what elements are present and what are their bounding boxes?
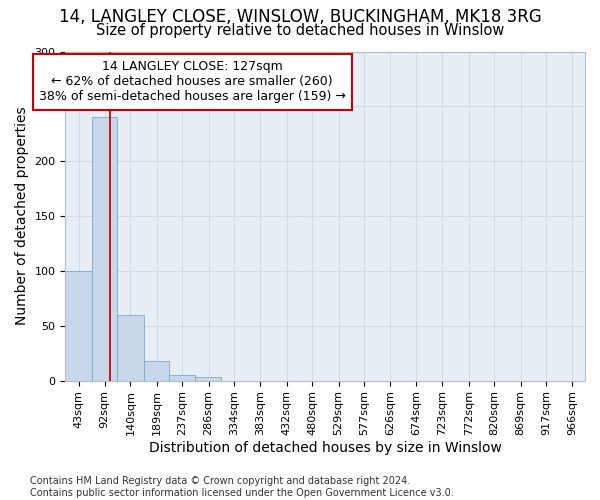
- Bar: [92, 118, 118, 380]
- Y-axis label: Number of detached properties: Number of detached properties: [15, 106, 29, 326]
- Bar: [196, 378, 221, 380]
- Bar: [118, 315, 143, 380]
- Bar: [143, 361, 169, 380]
- Text: 14 LANGLEY CLOSE: 127sqm
← 62% of detached houses are smaller (260)
38% of semi-: 14 LANGLEY CLOSE: 127sqm ← 62% of detach…: [39, 60, 346, 104]
- Bar: [169, 375, 196, 380]
- Text: 14, LANGLEY CLOSE, WINSLOW, BUCKINGHAM, MK18 3RG: 14, LANGLEY CLOSE, WINSLOW, BUCKINGHAM, …: [59, 8, 541, 26]
- Text: Contains HM Land Registry data © Crown copyright and database right 2024.
Contai: Contains HM Land Registry data © Crown c…: [30, 476, 454, 498]
- Bar: [65, 271, 92, 380]
- X-axis label: Distribution of detached houses by size in Winslow: Distribution of detached houses by size …: [149, 441, 502, 455]
- Text: Size of property relative to detached houses in Winslow: Size of property relative to detached ho…: [96, 22, 504, 38]
